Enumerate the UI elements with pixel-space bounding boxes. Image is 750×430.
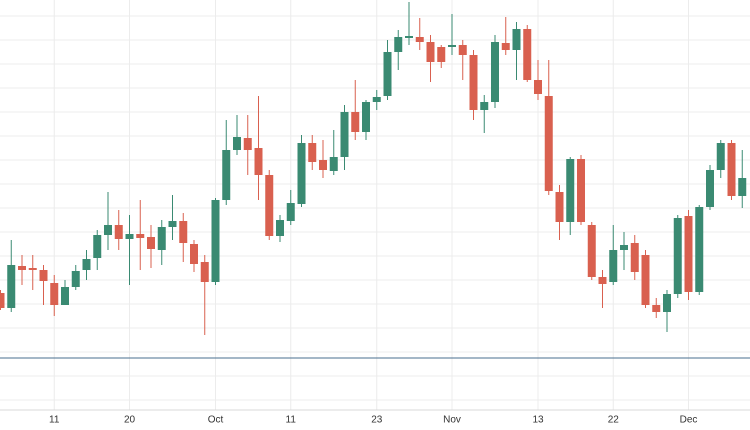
x-tick-label: 23 [371,415,383,426]
candle-body [609,250,618,282]
candle-body [39,270,48,281]
candle-body [168,221,177,227]
candle-body [179,221,188,243]
candle-body [254,148,263,175]
candle-body [28,268,37,270]
candle-body [587,225,596,277]
candle-body [50,283,59,305]
candle-body [243,138,252,150]
candle-body [555,192,564,222]
candle-body [340,112,349,157]
candle-body [620,245,628,250]
candle-body [706,170,714,207]
candle-body [684,216,693,292]
candle-body [415,37,424,42]
candle-body [319,160,327,170]
candle-body [329,157,338,171]
candle-body [276,220,284,236]
candle-body [437,47,446,62]
candle-body [458,45,467,55]
candle-body [695,207,704,292]
candle-body [82,259,91,270]
candle-body [265,175,274,236]
candle-body [448,45,456,47]
candle-body [104,225,112,235]
x-tick-label: 11 [286,415,297,426]
candle-body [598,277,607,284]
candle-body [147,237,155,249]
x-tick-label: 20 [124,415,136,426]
candle-body [534,80,542,94]
candle-body [7,265,16,308]
x-tick-label: 22 [608,415,620,426]
x-tick-label: Nov [443,415,461,426]
candle-body [405,36,413,38]
candle-body [652,305,661,312]
candle-body [136,234,145,238]
candle-body [157,227,166,250]
candle-body [61,287,69,305]
candle-body [663,294,671,312]
candle-body [544,96,553,191]
candle-body [372,97,381,102]
candle-body [716,143,725,170]
candle-body [200,262,209,282]
candle-body [630,243,639,272]
candle-body [222,150,231,200]
candle-body [190,244,198,264]
candle-body [480,102,489,110]
candle-body [125,234,134,239]
candle-body [308,143,317,162]
candle-body [727,143,736,196]
x-tick-label: Oct [208,415,224,426]
x-tick-label: Dec [680,415,698,426]
candle-body [93,235,102,258]
candle-body [362,102,370,132]
candle-body [211,200,220,282]
candle-body [351,112,360,132]
candle-body [566,159,575,222]
candle-body [738,178,747,196]
candle-body [512,29,521,50]
candle-body [523,29,532,80]
candle-body [426,42,435,62]
candle-body [286,203,295,221]
candle-body [491,42,499,102]
candle-body [233,137,241,150]
candle-body [501,43,510,50]
candle-body [297,143,306,204]
x-tick-label: 13 [532,415,544,426]
candle-body [577,159,585,222]
candle-body [673,218,682,294]
candle-body [383,52,392,96]
candle-body [71,271,80,287]
candle-body [641,255,650,305]
candle-body [0,293,5,308]
candle-body [114,225,123,239]
candle-body [18,266,26,270]
x-tick-label: 11 [49,415,60,426]
candle-body [469,55,478,110]
candle-body [394,37,403,52]
